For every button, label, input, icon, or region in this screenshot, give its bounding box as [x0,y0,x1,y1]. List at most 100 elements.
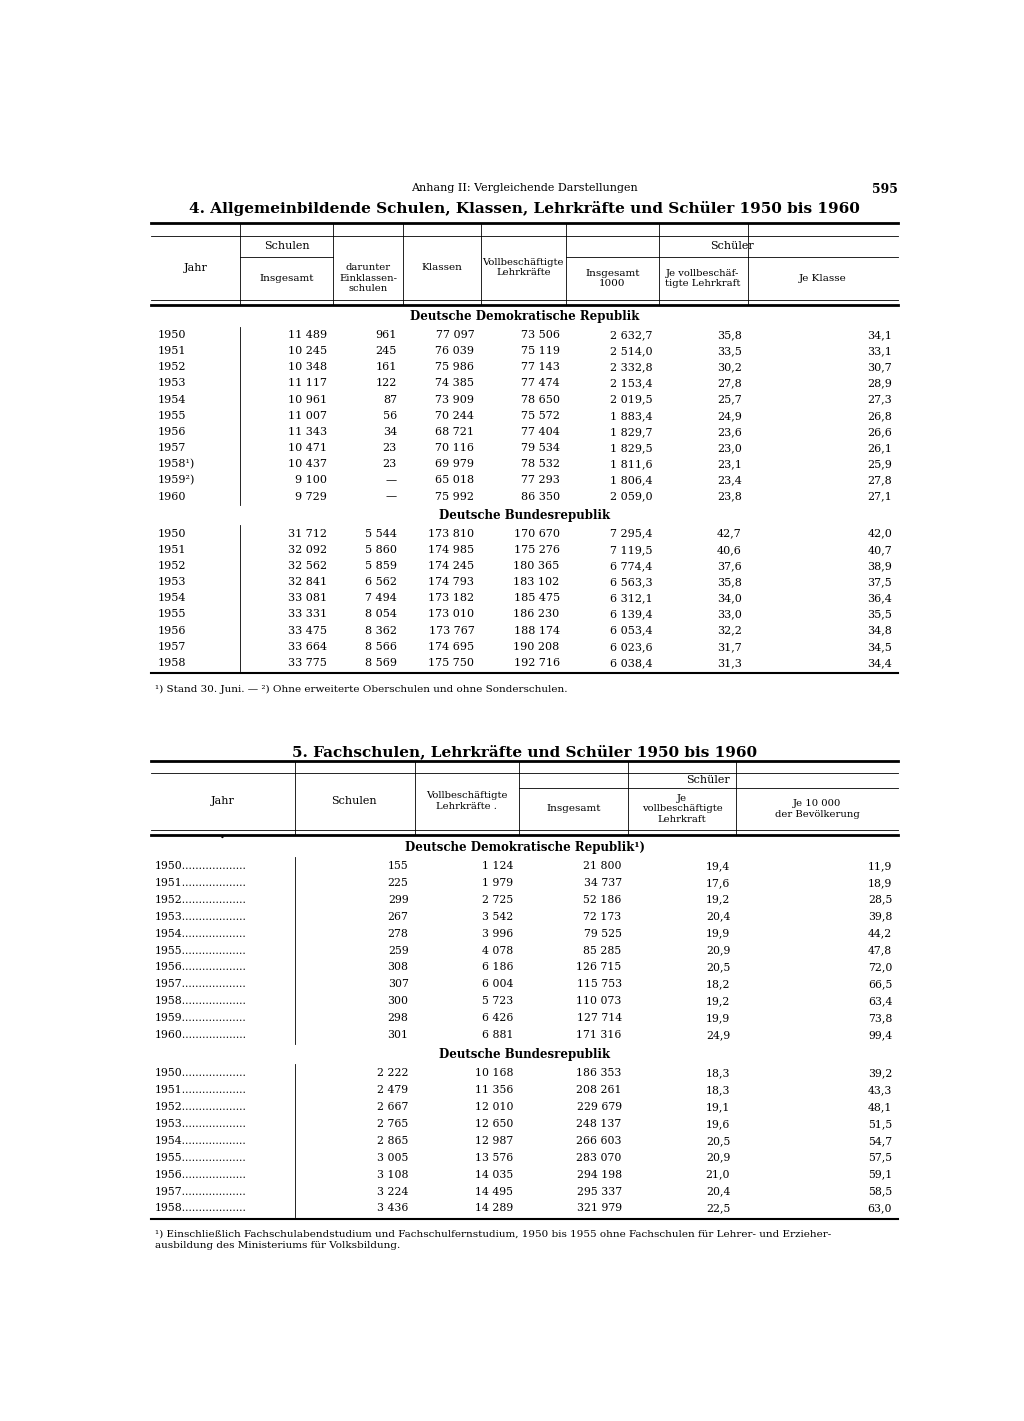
Text: 33,1: 33,1 [867,347,892,357]
Text: 155: 155 [388,861,409,871]
Text: 961: 961 [376,330,397,340]
Text: 19,2: 19,2 [706,996,730,1006]
Text: 248 137: 248 137 [577,1118,622,1128]
Text: 34,0: 34,0 [717,593,741,604]
Text: Je Klasse: Je Klasse [800,274,847,283]
Text: 173 182: 173 182 [428,593,474,604]
Text: Je vollbeschäf-
tigte Lehrkraft: Je vollbeschäf- tigte Lehrkraft [666,269,740,288]
Text: 1 829,7: 1 829,7 [610,426,652,436]
Text: 1 806,4: 1 806,4 [610,476,652,486]
Text: 9 100: 9 100 [295,476,328,486]
Text: 30,7: 30,7 [867,362,892,372]
Text: 34 737: 34 737 [584,878,622,888]
Text: 229 679: 229 679 [577,1101,622,1111]
Text: 99,4: 99,4 [868,1030,892,1040]
Text: 18,9: 18,9 [867,878,892,888]
Text: 20,4: 20,4 [706,1187,730,1196]
Text: 3 996: 3 996 [482,928,513,939]
Text: 35,8: 35,8 [717,330,741,340]
Text: 1952: 1952 [158,362,186,372]
Text: ¹) Einschließlich Fachschulabendstudium und Fachschulfernstudium, 1950 bis 1955 : ¹) Einschließlich Fachschulabendstudium … [155,1229,831,1238]
Text: 10 471: 10 471 [288,443,328,453]
Text: 18,3: 18,3 [706,1069,730,1079]
Text: 8 362: 8 362 [365,625,397,635]
Text: 28,9: 28,9 [867,378,892,388]
Text: 35,5: 35,5 [867,610,892,620]
Text: 54,7: 54,7 [868,1135,892,1145]
Text: 278: 278 [388,928,409,939]
Text: 4 078: 4 078 [482,945,513,955]
Text: 3 108: 3 108 [377,1169,409,1179]
Text: 10 168: 10 168 [475,1069,513,1079]
Text: 1952...................: 1952................... [155,895,247,905]
Text: 300: 300 [387,996,409,1006]
Text: 174 793: 174 793 [428,577,474,587]
Text: 10 245: 10 245 [288,347,328,357]
Text: 44,2: 44,2 [868,928,892,939]
Text: 2 667: 2 667 [377,1101,409,1111]
Text: 180 365: 180 365 [513,561,560,571]
Text: 110 073: 110 073 [577,996,622,1006]
Text: 299: 299 [388,895,409,905]
Text: 69 979: 69 979 [435,459,474,469]
Text: 11 343: 11 343 [288,426,328,436]
Text: 6 426: 6 426 [482,1013,513,1023]
Text: 173 810: 173 810 [428,529,474,539]
Text: 7 119,5: 7 119,5 [610,544,652,554]
Text: 23: 23 [383,459,397,469]
Text: 19,9: 19,9 [706,928,730,939]
Text: 1957...................: 1957................... [155,979,247,989]
Text: 23,1: 23,1 [717,459,741,469]
Text: 5 859: 5 859 [365,561,397,571]
Text: 5. Fachschulen, Lehrkräfte und Schüler 1950 bis 1960: 5. Fachschulen, Lehrkräfte und Schüler 1… [292,745,758,759]
Text: 1 883,4: 1 883,4 [610,411,652,421]
Text: 6 186: 6 186 [481,962,513,972]
Text: 26,1: 26,1 [867,443,892,453]
Text: 5 723: 5 723 [482,996,513,1006]
Text: 1958...................: 1958................... [155,1204,247,1214]
Text: 23,8: 23,8 [717,492,741,502]
Text: 10 437: 10 437 [288,459,328,469]
Text: 79 525: 79 525 [584,928,622,939]
Text: 3 005: 3 005 [377,1152,409,1162]
Text: 26,6: 26,6 [867,426,892,436]
Text: 11 007: 11 007 [288,411,328,421]
Text: 5 544: 5 544 [365,529,397,539]
Text: 27,8: 27,8 [717,378,741,388]
Text: 1958¹): 1958¹) [158,459,195,469]
Text: 20,5: 20,5 [706,1135,730,1145]
Text: 38,9: 38,9 [867,561,892,571]
Text: 85 285: 85 285 [584,945,622,955]
Text: 1 811,6: 1 811,6 [610,459,652,469]
Text: 1956...................: 1956................... [155,1169,247,1179]
Text: 2 153,4: 2 153,4 [610,378,652,388]
Text: 1958: 1958 [158,658,186,668]
Text: Jahr: Jahr [211,796,234,806]
Text: 26,8: 26,8 [867,411,892,421]
Text: 20,9: 20,9 [706,1152,730,1162]
Text: 33 775: 33 775 [289,658,328,668]
Text: 259: 259 [388,945,409,955]
Text: 171 316: 171 316 [577,1030,622,1040]
Text: 33,5: 33,5 [717,347,741,357]
Text: 161: 161 [376,362,397,372]
Text: 4. Allgemeinbildende Schulen, Klassen, Lehrkräfte und Schüler 1950 bis 1960: 4. Allgemeinbildende Schulen, Klassen, L… [189,202,860,216]
Text: 11 117: 11 117 [288,378,328,388]
Text: ausbildung des Ministeriums für Volksbildung.: ausbildung des Ministeriums für Volksbil… [155,1241,400,1250]
Text: 57,5: 57,5 [868,1152,892,1162]
Text: 73 909: 73 909 [435,395,474,405]
Text: 70 116: 70 116 [435,443,474,453]
Text: Klassen: Klassen [422,263,462,271]
Text: 1957: 1957 [158,443,185,453]
Text: 12 987: 12 987 [475,1135,513,1145]
Text: 70 244: 70 244 [435,411,474,421]
Text: 13 576: 13 576 [475,1152,513,1162]
Text: 1954...................: 1954................... [155,1135,247,1145]
Text: 42,7: 42,7 [717,529,741,539]
Text: 2 332,8: 2 332,8 [610,362,652,372]
Text: Schulen: Schulen [332,796,377,806]
Text: 2 222: 2 222 [377,1069,409,1079]
Text: 19,1: 19,1 [706,1101,730,1111]
Text: 37,5: 37,5 [867,577,892,587]
Text: 37,6: 37,6 [717,561,741,571]
